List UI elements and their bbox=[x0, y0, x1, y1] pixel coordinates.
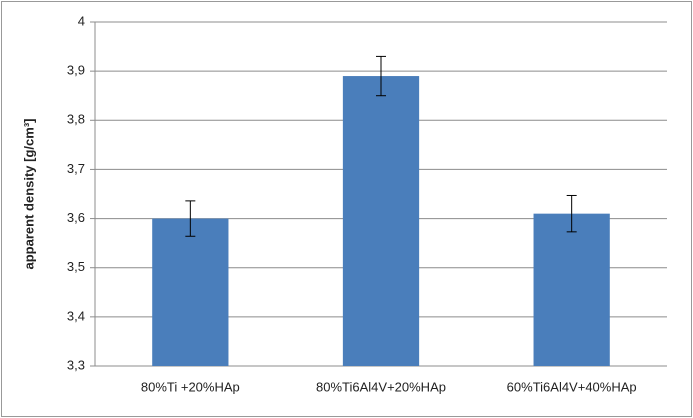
bar bbox=[152, 218, 229, 366]
bar bbox=[533, 213, 610, 366]
x-tick-label: 60%Ti6Al4V+40%HAp bbox=[507, 379, 637, 394]
y-tick-label: 4 bbox=[78, 13, 85, 28]
y-tick-label: 3,3 bbox=[67, 357, 85, 372]
y-axis-label: apparent density [g/cm³] bbox=[21, 119, 36, 270]
y-tick-label: 3,4 bbox=[67, 308, 85, 323]
error-bar bbox=[185, 200, 196, 237]
y-tick-label: 3,5 bbox=[67, 259, 85, 274]
y-tick-label: 3,7 bbox=[67, 161, 85, 176]
y-tick-label: 3,9 bbox=[67, 63, 85, 78]
bar bbox=[342, 76, 420, 367]
x-tick-label: 80%Ti6Al4V+20%HAp bbox=[316, 379, 446, 394]
y-tick-label: 3,8 bbox=[67, 112, 85, 127]
x-tick-label: 80%Ti +20%HAp bbox=[141, 379, 240, 394]
error-bar bbox=[376, 55, 386, 97]
error-bar bbox=[566, 194, 577, 233]
y-tick-label: 3,6 bbox=[67, 210, 85, 225]
